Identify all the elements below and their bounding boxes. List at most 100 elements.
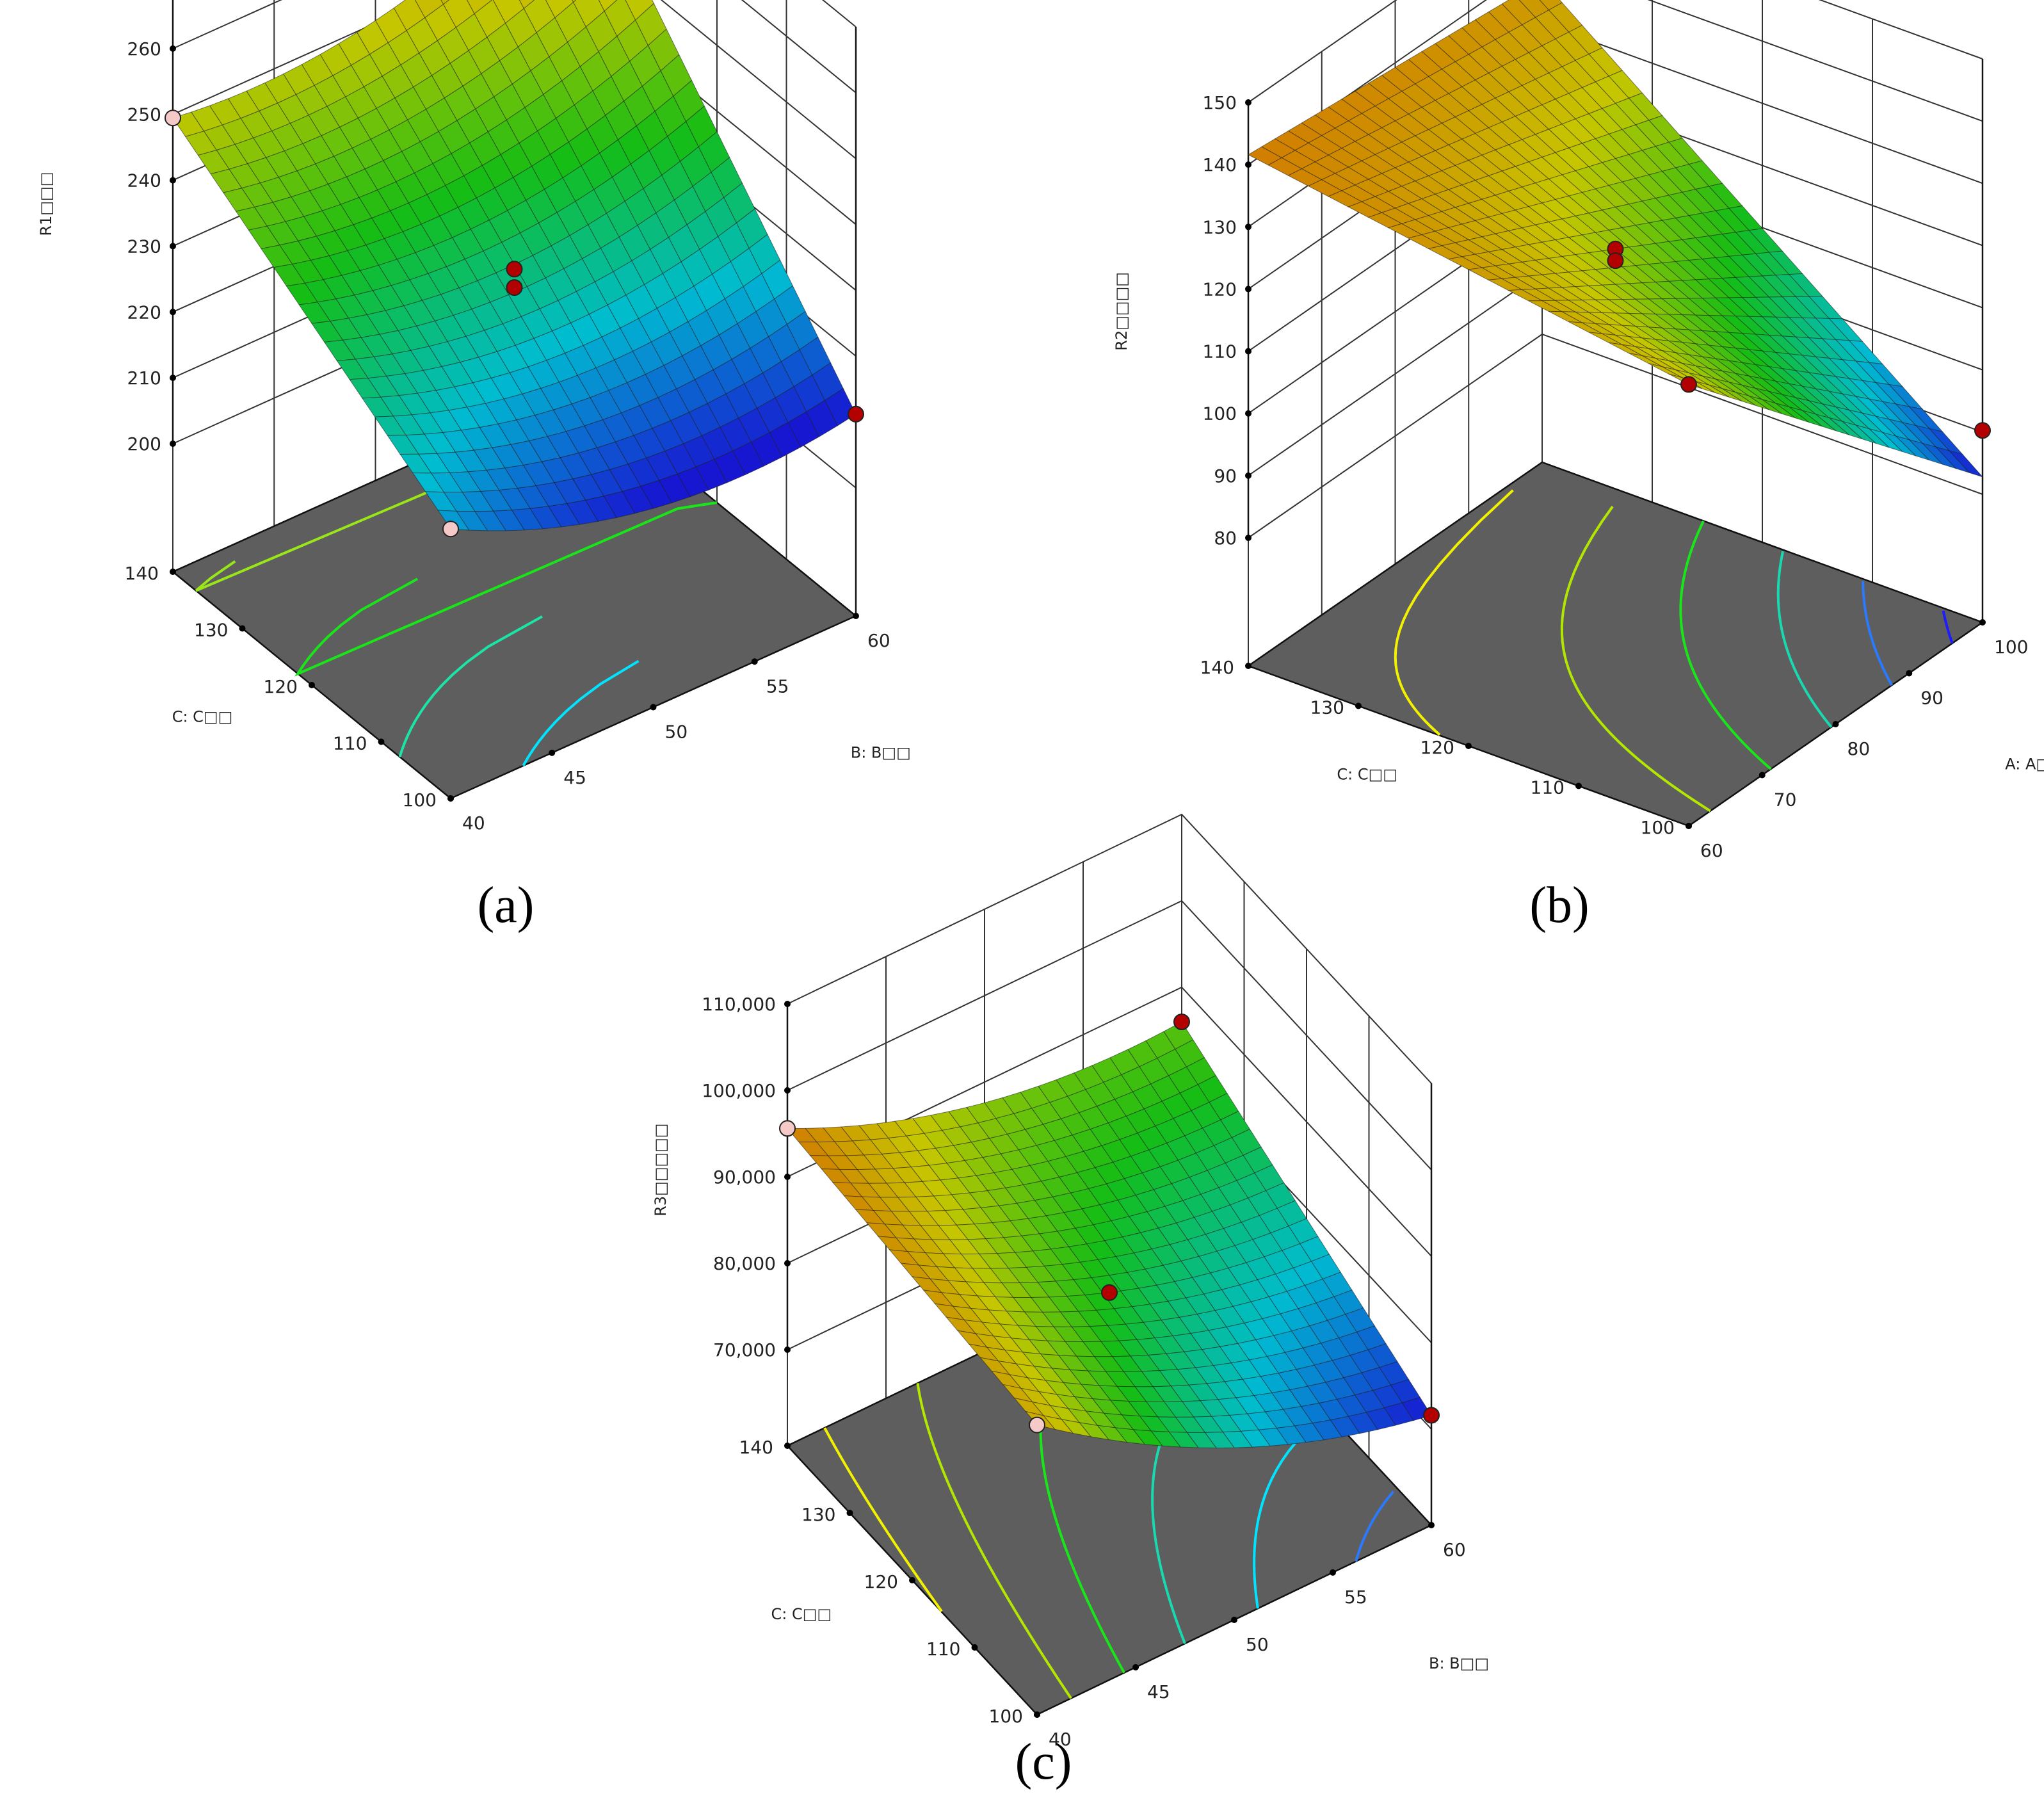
y-tick-mark bbox=[239, 625, 246, 632]
x-tick-label: 45 bbox=[1147, 1681, 1170, 1702]
y-tick-label: 140 bbox=[1200, 657, 1234, 678]
surface-mesh bbox=[1247, 0, 1984, 478]
x-tick-label: 70 bbox=[1774, 789, 1797, 811]
y-tick-mark bbox=[1686, 823, 1692, 829]
design-point bbox=[1173, 1014, 1190, 1030]
z-tick-label: 210 bbox=[127, 368, 161, 389]
wall-grid-line bbox=[1248, 0, 1983, 103]
z-tick-mark bbox=[784, 1346, 791, 1353]
x-tick-label: 55 bbox=[1344, 1587, 1367, 1608]
x-tick-label: 60 bbox=[1443, 1539, 1466, 1560]
z-axis-label: R1□□□ bbox=[37, 172, 55, 236]
y-tick-mark bbox=[1245, 663, 1251, 669]
wall-grid-line bbox=[787, 813, 1432, 1084]
y-tick-mark bbox=[309, 682, 315, 688]
z-tick-label: 200 bbox=[127, 433, 161, 455]
z-tick-mark bbox=[1245, 348, 1251, 355]
design-point bbox=[506, 261, 523, 278]
z-tick-label: 230 bbox=[127, 236, 161, 257]
panel-label-a: (a) bbox=[478, 877, 535, 934]
x-tick-mark bbox=[549, 749, 556, 756]
x-tick-mark bbox=[650, 704, 657, 711]
z-tick-mark bbox=[1245, 472, 1251, 479]
z-tick-label: 140 bbox=[1203, 154, 1237, 175]
z-tick-label: 240 bbox=[127, 170, 161, 191]
floor-contour-line bbox=[522, 659, 640, 766]
x-tick-label: 60 bbox=[1700, 840, 1723, 861]
x-tick-mark bbox=[751, 658, 758, 665]
y-tick-label: 100 bbox=[1641, 817, 1675, 838]
x-tick-label: 100 bbox=[1994, 636, 2028, 658]
x-tick-label: 60 bbox=[867, 630, 890, 651]
x-tick-label: 55 bbox=[766, 675, 789, 697]
x-tick-label: 45 bbox=[563, 767, 586, 788]
floor-contour-line bbox=[1560, 505, 1711, 813]
z-tick-label: 120 bbox=[1203, 279, 1237, 300]
z-tick-mark bbox=[784, 1260, 791, 1266]
z-tick-label: 260 bbox=[127, 38, 161, 60]
panel-b-surface-chart: 60 70 80 90 100 100 110 120 130 140 80 90 100 110 120 1… bbox=[1113, 0, 2044, 861]
x-tick-mark bbox=[1979, 619, 1986, 626]
x-tick-mark bbox=[1132, 1664, 1139, 1670]
design-point bbox=[1974, 422, 1991, 439]
design-point bbox=[506, 279, 523, 296]
z-tick-mark bbox=[784, 1174, 791, 1180]
y-tick-label: 130 bbox=[194, 620, 228, 641]
y-tick-label: 110 bbox=[926, 1638, 960, 1660]
z-tick-mark bbox=[1245, 161, 1251, 168]
design-point bbox=[442, 521, 459, 538]
y-tick-mark bbox=[784, 1443, 791, 1449]
floor-contour-line bbox=[1679, 521, 1772, 770]
z-tick-mark bbox=[1245, 535, 1251, 541]
x-tick-label: 40 bbox=[462, 813, 485, 834]
z-tick-mark bbox=[170, 441, 176, 447]
z-tick-label: 130 bbox=[1203, 216, 1237, 238]
y-tick-mark bbox=[909, 1577, 915, 1583]
panel-label-c: (c) bbox=[1015, 1734, 1072, 1790]
panel-label-b: (b) bbox=[1529, 877, 1589, 934]
wall-grid-line bbox=[1248, 333, 1983, 538]
y-tick-label: 110 bbox=[1531, 777, 1565, 798]
design-point bbox=[779, 1120, 796, 1137]
z-tick-mark bbox=[1245, 99, 1251, 106]
y-tick-label: 100 bbox=[403, 789, 437, 811]
y-tick-mark bbox=[971, 1644, 978, 1651]
floor-contour-line bbox=[1355, 1491, 1395, 1562]
z-tick-label: 110,000 bbox=[702, 994, 776, 1015]
x-tick-label: 90 bbox=[1920, 688, 1943, 709]
z-tick-label: 100 bbox=[1203, 403, 1237, 424]
floor-contour-line bbox=[1394, 489, 1514, 736]
z-tick-mark bbox=[170, 177, 176, 184]
y-tick-label: 130 bbox=[1310, 697, 1344, 718]
x-tick-label: 80 bbox=[1847, 738, 1871, 759]
surface-mesh bbox=[172, 0, 857, 531]
z-tick-label: 90,000 bbox=[713, 1167, 776, 1188]
design-point bbox=[165, 109, 181, 127]
x-axis-label: B: B□□ bbox=[851, 743, 911, 761]
z-tick-mark bbox=[170, 243, 176, 250]
z-tick-label: 150 bbox=[1203, 92, 1237, 113]
panel-c-surface-chart: 40 45 50 55 60 100 110 120 130 140 70,000 80,000 90,… bbox=[652, 813, 1489, 1750]
x-tick-mark bbox=[1231, 1617, 1237, 1623]
z-tick-label: 100,000 bbox=[702, 1080, 776, 1101]
floor-contour-line bbox=[294, 501, 718, 677]
x-tick-mark bbox=[1428, 1522, 1435, 1528]
surface-cell bbox=[437, 510, 470, 531]
z-tick-mark bbox=[1245, 286, 1251, 293]
z-tick-mark bbox=[1245, 223, 1251, 230]
z-tick-label: 80,000 bbox=[713, 1253, 776, 1274]
y-tick-mark bbox=[1575, 782, 1582, 789]
y-tick-label: 140 bbox=[125, 563, 159, 584]
x-tick-label: 50 bbox=[665, 722, 688, 743]
z-tick-mark bbox=[1245, 410, 1251, 417]
z-axis-label: R2□□□□ bbox=[1113, 272, 1131, 351]
y-tick-label: 100 bbox=[989, 1706, 1023, 1727]
x-tick-mark bbox=[1758, 772, 1766, 779]
z-tick-label: 250 bbox=[127, 104, 161, 125]
y-tick-label: 110 bbox=[333, 733, 367, 754]
x-tick-label: 40 bbox=[1049, 1729, 1072, 1750]
wall-grid-line bbox=[787, 986, 1432, 1257]
floor-contour-line bbox=[823, 1427, 943, 1612]
z-tick-label: 90 bbox=[1214, 465, 1237, 487]
